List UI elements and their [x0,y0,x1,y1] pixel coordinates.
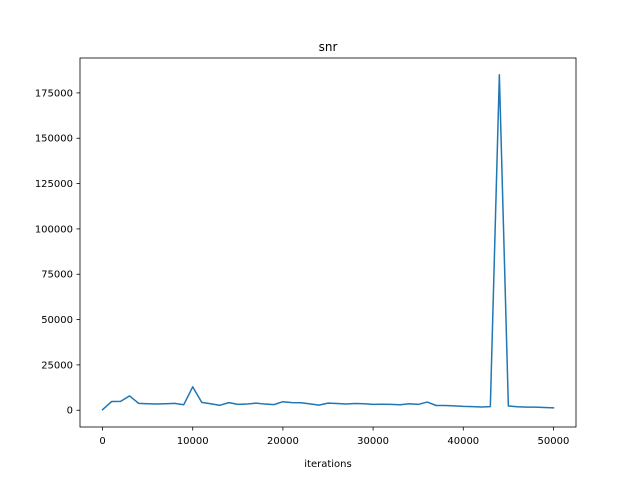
y-tick-label: 75000 [41,270,73,281]
x-axis-title: iterations [304,459,351,470]
y-tick-label: 50000 [41,315,73,326]
y-tick-label: 100000 [35,224,73,235]
axes: 0 10000 20000 30000 40000 50000 0 25000 50000 750… [35,57,577,447]
x-tick-label: 0 [99,436,105,447]
axes-frame [79,57,577,428]
x-tick-label: 40000 [447,436,479,447]
plot-area [101,74,555,411]
series-line-0 [101,74,555,411]
y-tick-label: 0 [67,406,73,417]
chart-title: snr [319,40,338,54]
y-tick-label: 175000 [35,88,73,99]
x-tick-label: 50000 [538,436,570,447]
y-tick-label: 25000 [41,360,73,371]
y-tick-label: 150000 [35,134,73,145]
y-tick-label: 125000 [35,179,73,190]
x-tick-label: 10000 [177,436,209,447]
x-tick-label: 20000 [267,436,299,447]
x-tick-label: 30000 [357,436,389,447]
